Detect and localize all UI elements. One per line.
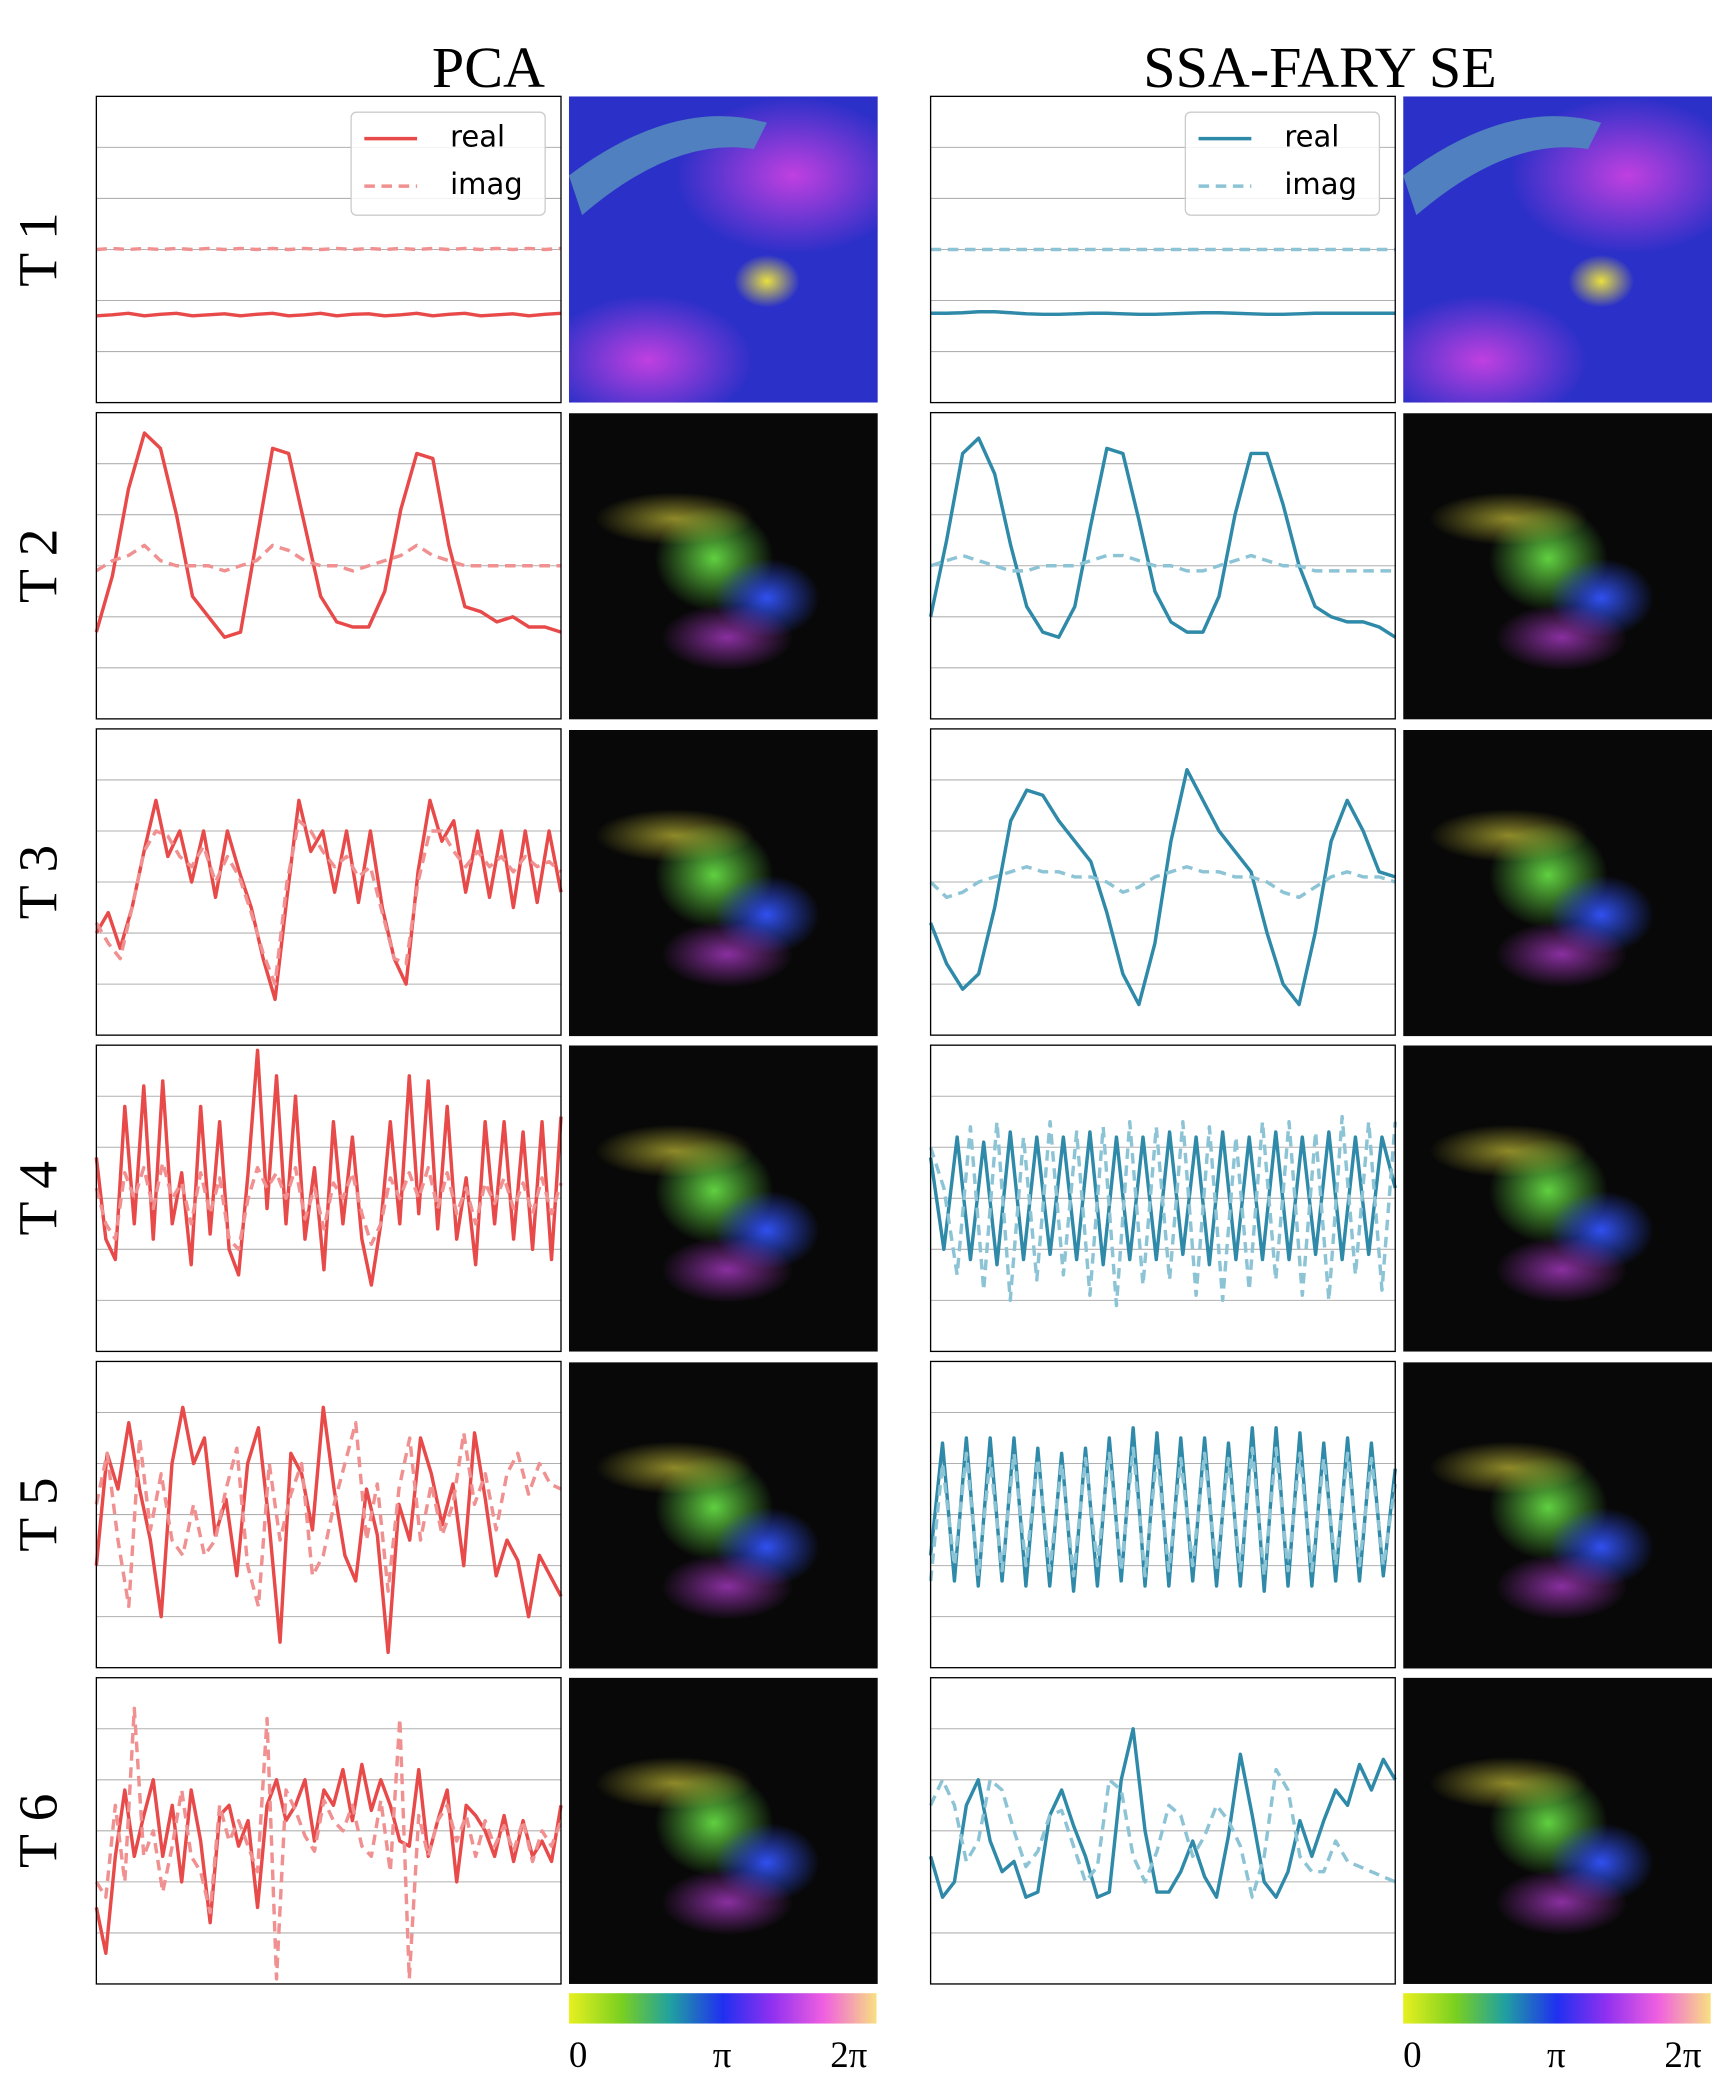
column-title: PCA bbox=[432, 35, 545, 100]
series-line bbox=[96, 311, 562, 318]
series-line bbox=[96, 246, 562, 252]
colorbar bbox=[568, 1993, 877, 2024]
colorbar-label: 2π bbox=[830, 2034, 867, 2075]
series-line bbox=[94, 1160, 563, 1252]
row-label: T 1 bbox=[7, 212, 68, 286]
phase-image bbox=[1403, 96, 1713, 403]
column-title: SSA-FARY SE bbox=[1143, 35, 1496, 100]
series-line bbox=[929, 864, 1396, 900]
phase-image bbox=[1403, 1045, 1713, 1352]
row-label: T 2 bbox=[7, 529, 68, 603]
legend-label: real bbox=[450, 120, 505, 154]
series-line bbox=[928, 1426, 1397, 1593]
plot-frame bbox=[929, 1677, 1396, 1985]
phase-image bbox=[568, 96, 878, 403]
colorbar-label: 2π bbox=[1664, 2034, 1701, 2075]
phase-image bbox=[568, 413, 878, 720]
legend-label: imag bbox=[1284, 167, 1357, 201]
phase-image bbox=[568, 1045, 878, 1352]
phase-image bbox=[1403, 1362, 1713, 1669]
series-line bbox=[928, 1446, 1397, 1582]
colorbar-label: π bbox=[1547, 2034, 1566, 2075]
series-line bbox=[929, 768, 1396, 1007]
colorbar bbox=[1403, 1993, 1711, 2024]
plot-frame bbox=[95, 411, 562, 720]
plot-frame bbox=[95, 95, 562, 404]
series-line bbox=[928, 1727, 1397, 1899]
plot-frame bbox=[929, 1044, 1396, 1353]
series-line bbox=[928, 436, 1397, 639]
plot-frame bbox=[929, 728, 1396, 1036]
legend-label: imag bbox=[450, 167, 523, 201]
series-line bbox=[928, 1114, 1397, 1308]
row-label: T 3 bbox=[7, 845, 68, 919]
legend-label: real bbox=[1284, 120, 1339, 154]
plots: T 1 T 2 T 3 T 4 T 5 T 6 real imag real imag bbox=[7, 95, 1397, 1985]
plot-frame bbox=[95, 1044, 562, 1353]
phase-image bbox=[568, 1362, 878, 1669]
plot-frame bbox=[95, 1360, 562, 1669]
plot-frame bbox=[929, 1360, 1396, 1669]
plot-frame bbox=[929, 95, 1396, 404]
series-line bbox=[94, 1048, 563, 1287]
row-label: T 5 bbox=[7, 1477, 68, 1551]
plot-frame bbox=[95, 1677, 562, 1985]
phase-image bbox=[568, 1677, 878, 1984]
series-line bbox=[930, 310, 1396, 317]
colorbar-label: π bbox=[713, 2034, 732, 2075]
series-line bbox=[94, 1762, 563, 1956]
row-label: T 6 bbox=[7, 1794, 68, 1868]
phase-image bbox=[1403, 1677, 1713, 1984]
phase-image bbox=[1403, 413, 1713, 720]
phase-image bbox=[568, 729, 878, 1037]
series-line bbox=[94, 431, 562, 639]
colorbar-label: 0 bbox=[569, 2034, 587, 2075]
plot-frame bbox=[929, 411, 1396, 720]
plot-frame bbox=[95, 728, 562, 1036]
series-line bbox=[94, 798, 563, 1002]
series-line bbox=[95, 543, 562, 573]
series-line bbox=[94, 1405, 563, 1655]
series-line bbox=[930, 553, 1396, 573]
series-line bbox=[94, 1420, 562, 1609]
series-line bbox=[94, 1706, 563, 1981]
phase-image bbox=[1403, 729, 1713, 1037]
row-label: T 4 bbox=[7, 1161, 68, 1235]
colorbar-label: 0 bbox=[1403, 2034, 1421, 2075]
series-line bbox=[929, 1767, 1396, 1899]
